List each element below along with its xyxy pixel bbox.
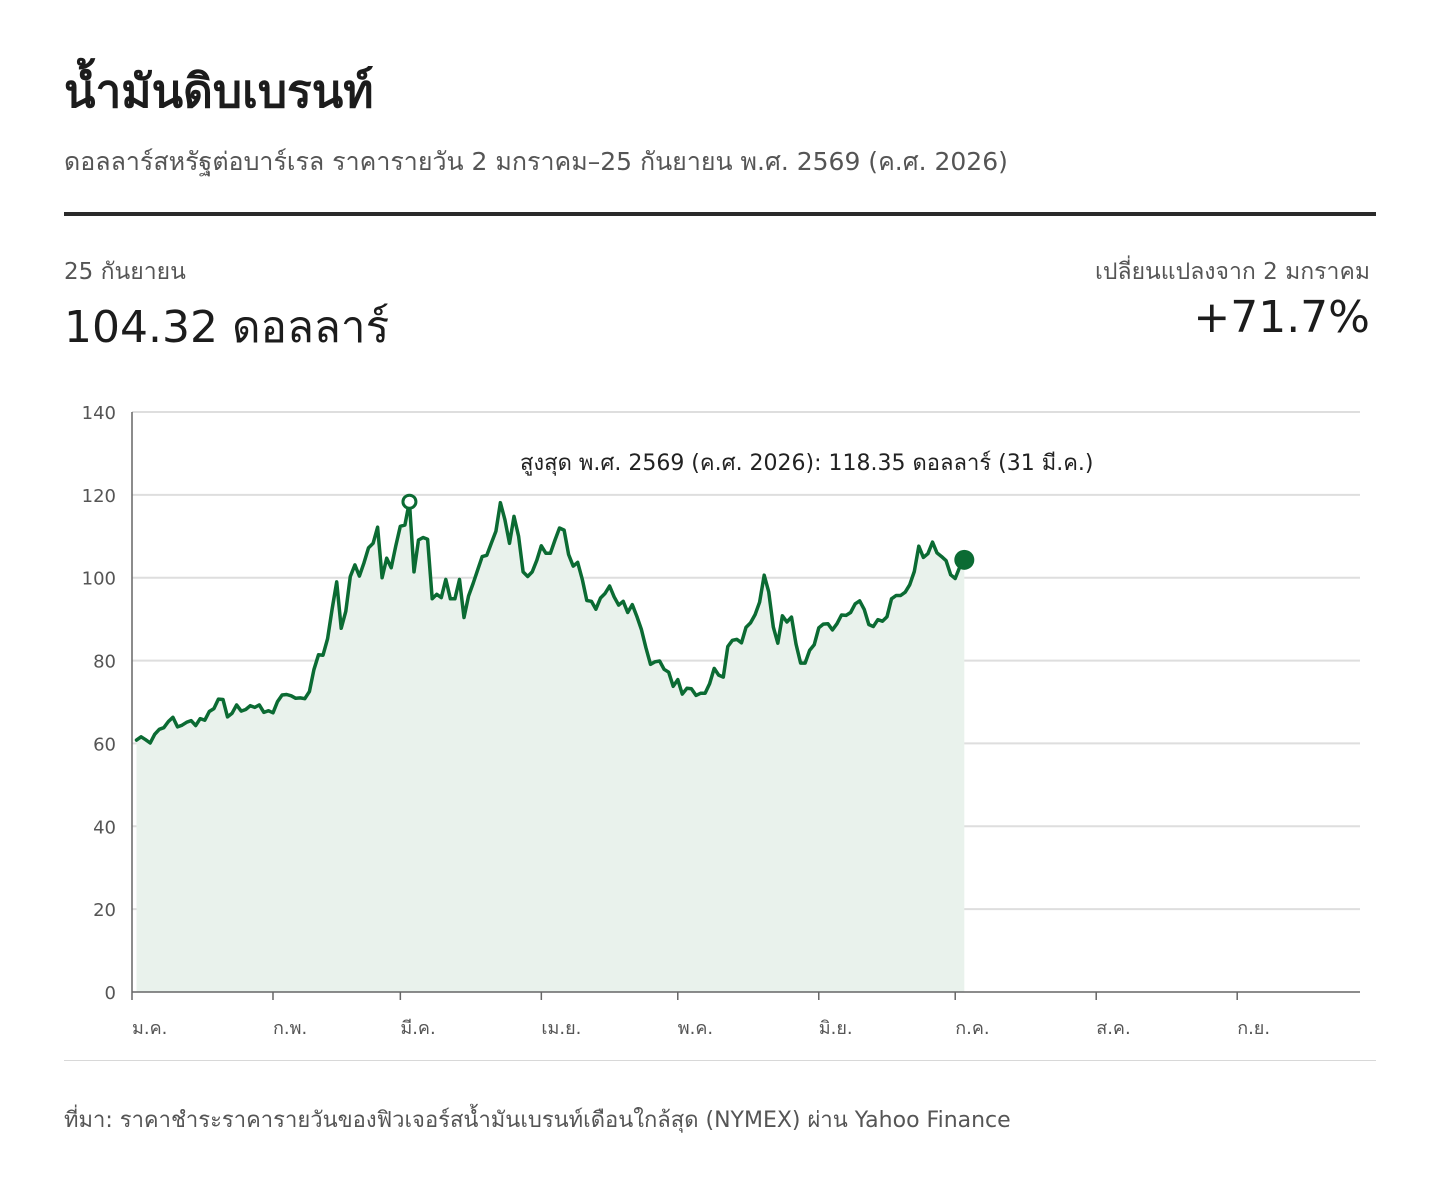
latest-price-value: 104.32 ดอลลาร์ bbox=[64, 302, 390, 353]
y-tick-label: 40 bbox=[93, 817, 116, 838]
x-tick-label: ก.ย. bbox=[1237, 1018, 1270, 1039]
x-tick-label: ก.ค. bbox=[955, 1018, 989, 1039]
y-tick-label: 100 bbox=[82, 569, 116, 590]
y-tick-label: 140 bbox=[82, 403, 116, 424]
last-point-marker bbox=[954, 549, 975, 570]
page-title: น้ำมันดิบเบรนท์ bbox=[64, 64, 374, 118]
page-subtitle: ดอลลาร์สหรัฐต่อบาร์เรล ราคารายวัน 2 มกรา… bbox=[64, 147, 1008, 176]
y-tick-label: 80 bbox=[93, 652, 116, 673]
x-tick-label: เม.ย. bbox=[541, 1018, 581, 1039]
header-divider bbox=[64, 212, 1376, 216]
y-tick-label: 120 bbox=[82, 486, 116, 507]
x-tick-label: มิ.ย. bbox=[819, 1018, 853, 1039]
x-tick-label: ก.พ. bbox=[273, 1018, 307, 1039]
y-tick-label: 60 bbox=[93, 734, 116, 755]
price-line bbox=[134, 499, 967, 745]
price-area bbox=[136, 501, 965, 992]
peak-annotation: สูงสุด พ.ศ. 2569 (ค.ศ. 2026): 118.35 ดอล… bbox=[520, 451, 1093, 476]
change-label: เปลี่ยนแปลงจาก 2 มกราคม bbox=[1095, 259, 1370, 285]
x-tick-label: พ.ค. bbox=[678, 1018, 713, 1039]
x-tick-label: ม.ค. bbox=[132, 1018, 167, 1039]
y-tick-label: 0 bbox=[105, 983, 116, 1004]
source-note: ที่มา: ราคาชำระราคารายวันของฟิวเจอร์สน้ำ… bbox=[64, 1108, 1011, 1133]
latest-date-label: 25 กันยายน bbox=[64, 259, 186, 285]
footer-divider bbox=[64, 1060, 1376, 1061]
change-value: +71.7% bbox=[1193, 292, 1370, 343]
x-tick-label: มี.ค. bbox=[400, 1018, 435, 1039]
x-tick-label: ส.ค. bbox=[1096, 1018, 1130, 1039]
y-tick-label: 20 bbox=[93, 900, 116, 921]
peak-marker bbox=[401, 493, 418, 510]
